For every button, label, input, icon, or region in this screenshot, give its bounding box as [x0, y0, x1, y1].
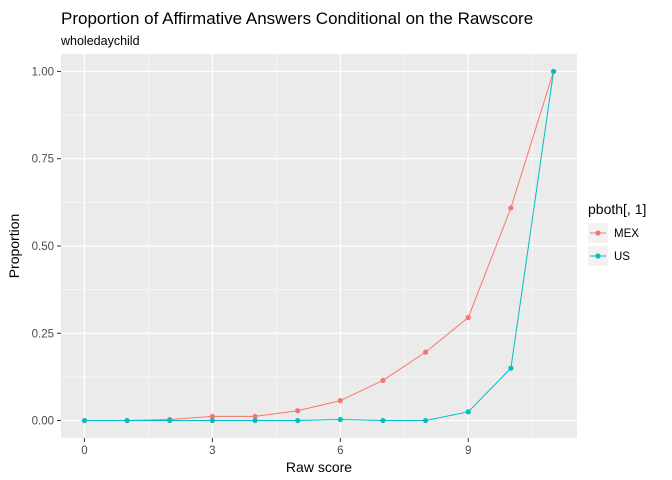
data-point-us [295, 417, 301, 424]
data-point-us [550, 68, 557, 75]
data-point-us [465, 409, 471, 415]
data-point-us [81, 417, 88, 424]
x-tick-label: 3 [209, 445, 215, 457]
y-axis-title: Proportion [6, 214, 22, 279]
x-tick-label: 6 [337, 445, 343, 457]
legend-label-us: US [614, 251, 630, 263]
series-layer [81, 68, 557, 424]
legend-title: pboth[, 1] [588, 201, 646, 217]
legend-key-point [595, 230, 601, 236]
legend-items: MEX US [588, 223, 639, 266]
legend-key-point [595, 253, 601, 259]
y-tick-label: 1.00 [32, 66, 54, 78]
data-point-mex [209, 413, 215, 419]
x-axis-title: Raw score [286, 459, 352, 475]
data-point-us [167, 417, 173, 424]
series-line-mex [84, 71, 555, 422]
data-point-us [252, 417, 258, 424]
legend: pboth[, 1] MEX US [588, 201, 646, 266]
data-point-mex [380, 377, 386, 383]
data-point-us [380, 417, 386, 424]
x-tick-label: 9 [465, 445, 471, 457]
series-line-us [84, 71, 555, 422]
y-tick-label: 0.25 [32, 328, 54, 340]
data-point-us [423, 417, 429, 424]
data-point-us [124, 417, 130, 424]
legend-label-mex: MEX [614, 228, 639, 240]
legend-item-us: US [588, 246, 630, 266]
data-point-mex [423, 349, 429, 355]
data-point-mex [465, 314, 471, 321]
data-point-mex [337, 398, 343, 404]
y-tick-label: 0.75 [32, 154, 54, 166]
chart-title: Proportion of Affirmative Answers Condit… [61, 9, 533, 28]
legend-item-mex: MEX [588, 223, 639, 243]
grid-lines [61, 54, 577, 438]
data-point-us [508, 365, 514, 371]
data-point-us [337, 416, 343, 423]
y-tick-label: 0.50 [32, 241, 54, 253]
data-point-mex [508, 205, 514, 211]
data-point-mex [295, 408, 301, 414]
axes: 0 3 6 9 0.00 0.25 0.50 0.75 1.00 [32, 66, 472, 457]
data-point-us [209, 417, 215, 424]
x-tick-label: 0 [81, 445, 87, 457]
data-point-mex [252, 413, 258, 419]
y-tick-label: 0.00 [32, 416, 54, 428]
chart-subtitle: wholedaychild [60, 34, 140, 48]
